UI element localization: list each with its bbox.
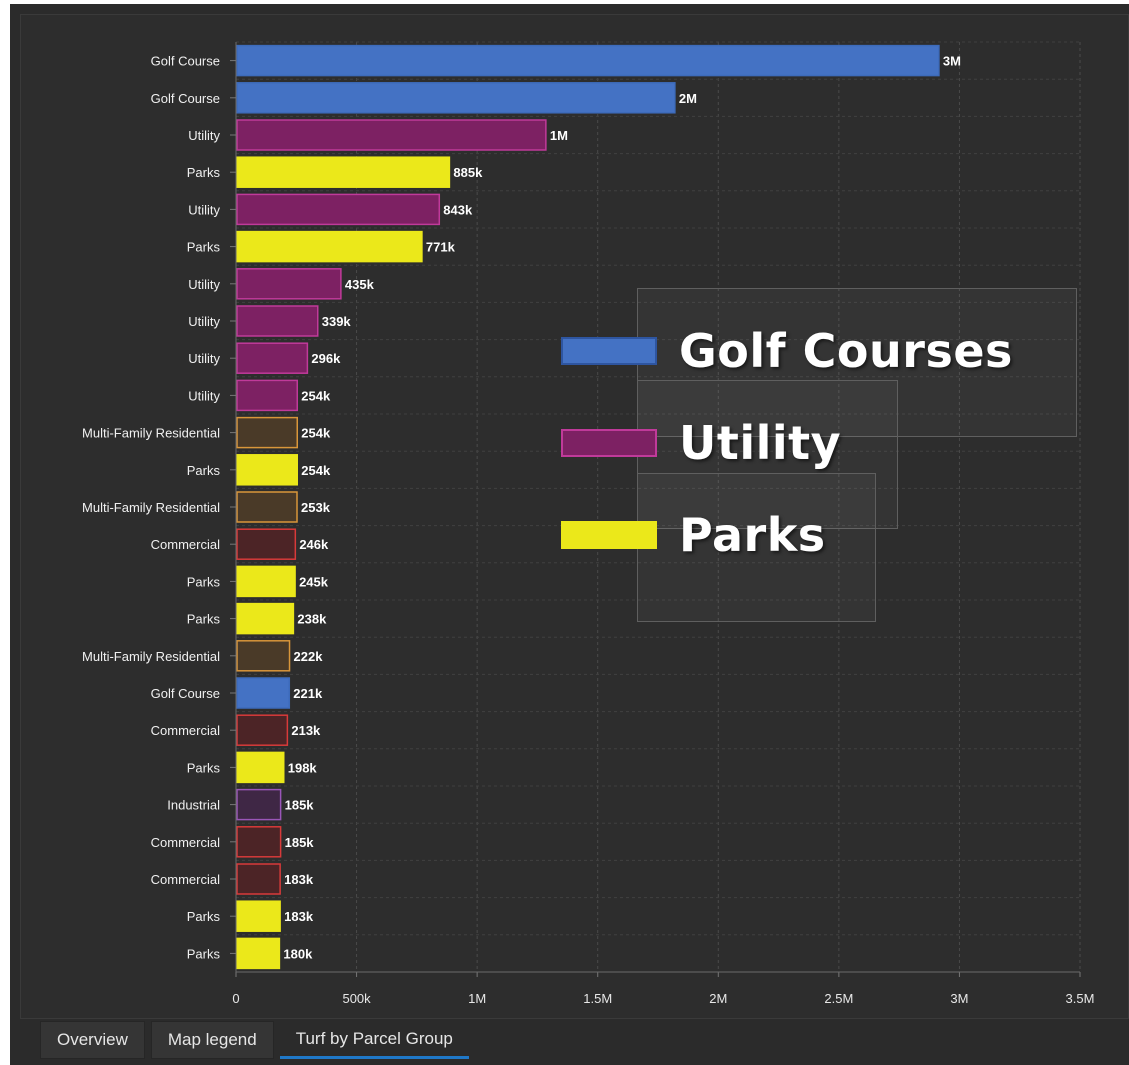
y-tick-label: Golf Course xyxy=(151,686,220,701)
y-tick-label: Commercial xyxy=(151,537,220,552)
bar-chart: Golf Course 3M Golf Course 2M Utility 1M Parks… xyxy=(82,41,1094,1006)
bars-layer[interactable] xyxy=(236,44,940,970)
bar-golf-course[interactable] xyxy=(236,677,291,709)
data-label: 339k xyxy=(322,314,352,329)
y-tick-label: Multi-Family Residential xyxy=(82,649,220,664)
data-label: 843k xyxy=(443,202,473,217)
data-label: 185k xyxy=(285,798,315,813)
y-tick-label: Parks xyxy=(187,240,221,255)
data-label: 238k xyxy=(297,612,327,627)
bar-utility[interactable] xyxy=(236,305,319,337)
bar-parks[interactable] xyxy=(236,454,299,486)
tab-bar: Overview Map legend Turf by Parcel Group xyxy=(40,1021,475,1061)
tab-turf-by-parcel-group[interactable]: Turf by Parcel Group xyxy=(279,1021,469,1059)
data-label: 254k xyxy=(301,388,331,403)
bar-utility[interactable] xyxy=(236,119,547,151)
bar-parks[interactable] xyxy=(236,156,451,188)
data-label: 183k xyxy=(284,872,314,887)
bar-golf-course[interactable] xyxy=(236,82,676,114)
y-tick-label: Commercial xyxy=(151,872,220,887)
x-tick-label: 500k xyxy=(342,991,371,1006)
data-label: 245k xyxy=(299,574,329,589)
bar-commercial[interactable] xyxy=(236,863,281,895)
y-tick-label: Golf Course xyxy=(151,54,220,69)
data-label: 885k xyxy=(453,165,483,180)
x-tick-label: 3M xyxy=(950,991,968,1006)
bar-utility[interactable] xyxy=(236,268,342,300)
data-label: 3M xyxy=(943,54,961,69)
y-tick-label: Industrial xyxy=(167,798,220,813)
bar-parks[interactable] xyxy=(236,937,281,970)
bar-multi-family-residential[interactable] xyxy=(236,416,299,449)
y-tick-label: Utility xyxy=(188,388,220,403)
y-tick-label: Utility xyxy=(188,202,220,217)
bar-parks[interactable] xyxy=(236,900,281,932)
bar-parks[interactable] xyxy=(236,230,423,263)
tab-overview[interactable]: Overview xyxy=(40,1021,145,1059)
bar-golf-course[interactable] xyxy=(236,44,940,77)
x-axis: 0 500k 1M 1.5M 2M 2.5M 3M 3.5M xyxy=(230,42,1094,1006)
bar-commercial[interactable] xyxy=(236,528,297,560)
data-label: 213k xyxy=(291,723,321,738)
x-tick-label: 3.5M xyxy=(1066,991,1095,1006)
y-tick-label: Commercial xyxy=(151,835,220,850)
data-label: 254k xyxy=(301,426,331,441)
data-label: 771k xyxy=(426,240,456,255)
bar-commercial[interactable] xyxy=(236,826,282,858)
bar-industrial[interactable] xyxy=(236,788,282,821)
bar-utility[interactable] xyxy=(236,193,441,226)
data-label: 435k xyxy=(345,277,375,292)
bar-parks[interactable] xyxy=(236,602,295,635)
y-tick-label: Parks xyxy=(187,463,221,478)
y-tick-label: Parks xyxy=(187,574,221,589)
bar-utility[interactable] xyxy=(236,342,309,374)
x-tick-label: 1.5M xyxy=(583,991,612,1006)
y-tick-label: Commercial xyxy=(151,723,220,738)
y-tick-label: Utility xyxy=(188,314,220,329)
data-label: 222k xyxy=(294,649,324,664)
y-tick-label: Multi-Family Residential xyxy=(82,500,220,515)
labels-layer: Golf Course 3M Golf Course 2M Utility 1M Parks… xyxy=(82,54,961,962)
bar-commercial[interactable] xyxy=(236,714,289,746)
data-label: 2M xyxy=(679,91,697,106)
y-tick-label: Parks xyxy=(187,760,221,775)
tab-map-legend[interactable]: Map legend xyxy=(150,1021,274,1059)
bar-parks[interactable] xyxy=(236,565,296,598)
data-label: 221k xyxy=(293,686,323,701)
y-tick-label: Parks xyxy=(187,612,221,627)
x-tick-label: 0 xyxy=(232,991,239,1006)
y-tick-label: Utility xyxy=(188,277,220,292)
data-label: 296k xyxy=(311,351,341,366)
data-label: 246k xyxy=(299,537,329,552)
data-label: 185k xyxy=(285,835,315,850)
data-label: 183k xyxy=(284,909,314,924)
x-tick-label: 2.5M xyxy=(824,991,853,1006)
x-tick-label: 2M xyxy=(709,991,727,1006)
data-label: 180k xyxy=(283,946,313,961)
y-tick-label: Utility xyxy=(188,128,220,143)
bar-multi-family-residential[interactable] xyxy=(236,491,298,523)
bar-utility[interactable] xyxy=(236,379,299,412)
y-tick-label: Parks xyxy=(187,909,221,924)
data-label: 253k xyxy=(301,500,331,515)
y-tick-label: Utility xyxy=(188,351,220,366)
y-tick-label: Multi-Family Residential xyxy=(82,426,220,441)
y-tick-label: Golf Course xyxy=(151,91,220,106)
data-label: 1M xyxy=(550,128,568,143)
bar-multi-family-residential[interactable] xyxy=(236,640,291,672)
data-label: 254k xyxy=(301,463,331,478)
data-label: 198k xyxy=(288,760,318,775)
bar-parks[interactable] xyxy=(236,751,285,784)
chart-panel xyxy=(20,14,1129,1019)
y-tick-label: Parks xyxy=(187,165,221,180)
y-tick-label: Parks xyxy=(187,946,221,961)
x-tick-label: 1M xyxy=(468,991,486,1006)
